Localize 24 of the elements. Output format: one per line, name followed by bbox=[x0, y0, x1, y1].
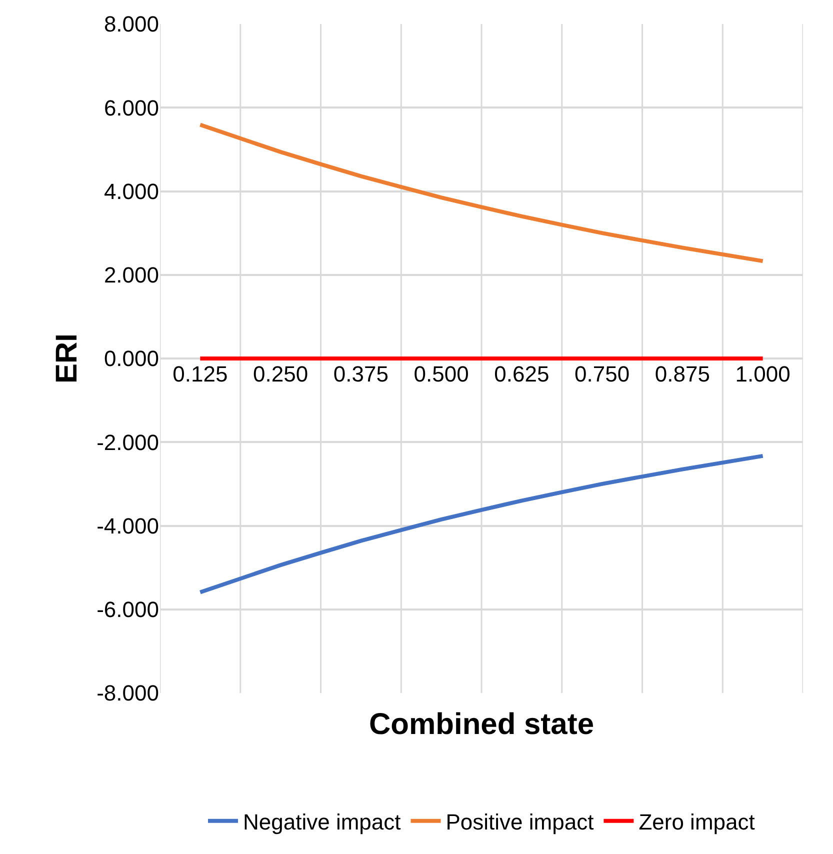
x-tick-label: 0.375 bbox=[333, 362, 388, 386]
y-tick-label: -8.000 bbox=[96, 680, 159, 706]
y-axis-title: ERI bbox=[50, 333, 84, 384]
x-tick-label: 0.750 bbox=[574, 362, 630, 386]
line-series bbox=[198, 122, 765, 264]
y-tick-label: 2.000 bbox=[104, 262, 159, 288]
x-axis-title: Combined state bbox=[369, 708, 594, 741]
legend-label: Negative impact bbox=[243, 809, 401, 834]
y-tick-label: -6.000 bbox=[96, 597, 159, 622]
y-tick-label: 0.000 bbox=[104, 346, 159, 372]
line-series bbox=[198, 454, 765, 594]
x-tick-label: 0.625 bbox=[494, 362, 550, 386]
x-tick-label: 1.000 bbox=[735, 362, 790, 386]
y-tick-label: 6.000 bbox=[104, 95, 159, 120]
y-tick-label: -4.000 bbox=[96, 513, 159, 538]
x-tick-label: 0.500 bbox=[414, 362, 469, 386]
x-tick-label: 0.125 bbox=[172, 362, 228, 386]
y-tick-label: 8.000 bbox=[104, 12, 159, 37]
y-tick-label: -2.000 bbox=[96, 430, 159, 455]
y-tick-label: 4.000 bbox=[104, 178, 159, 204]
x-tick-label: 0.875 bbox=[654, 362, 710, 386]
legend-label: Positive impact bbox=[446, 809, 594, 834]
legend-label: Zero impact bbox=[638, 809, 755, 834]
x-tick-label: 0.250 bbox=[253, 362, 308, 386]
